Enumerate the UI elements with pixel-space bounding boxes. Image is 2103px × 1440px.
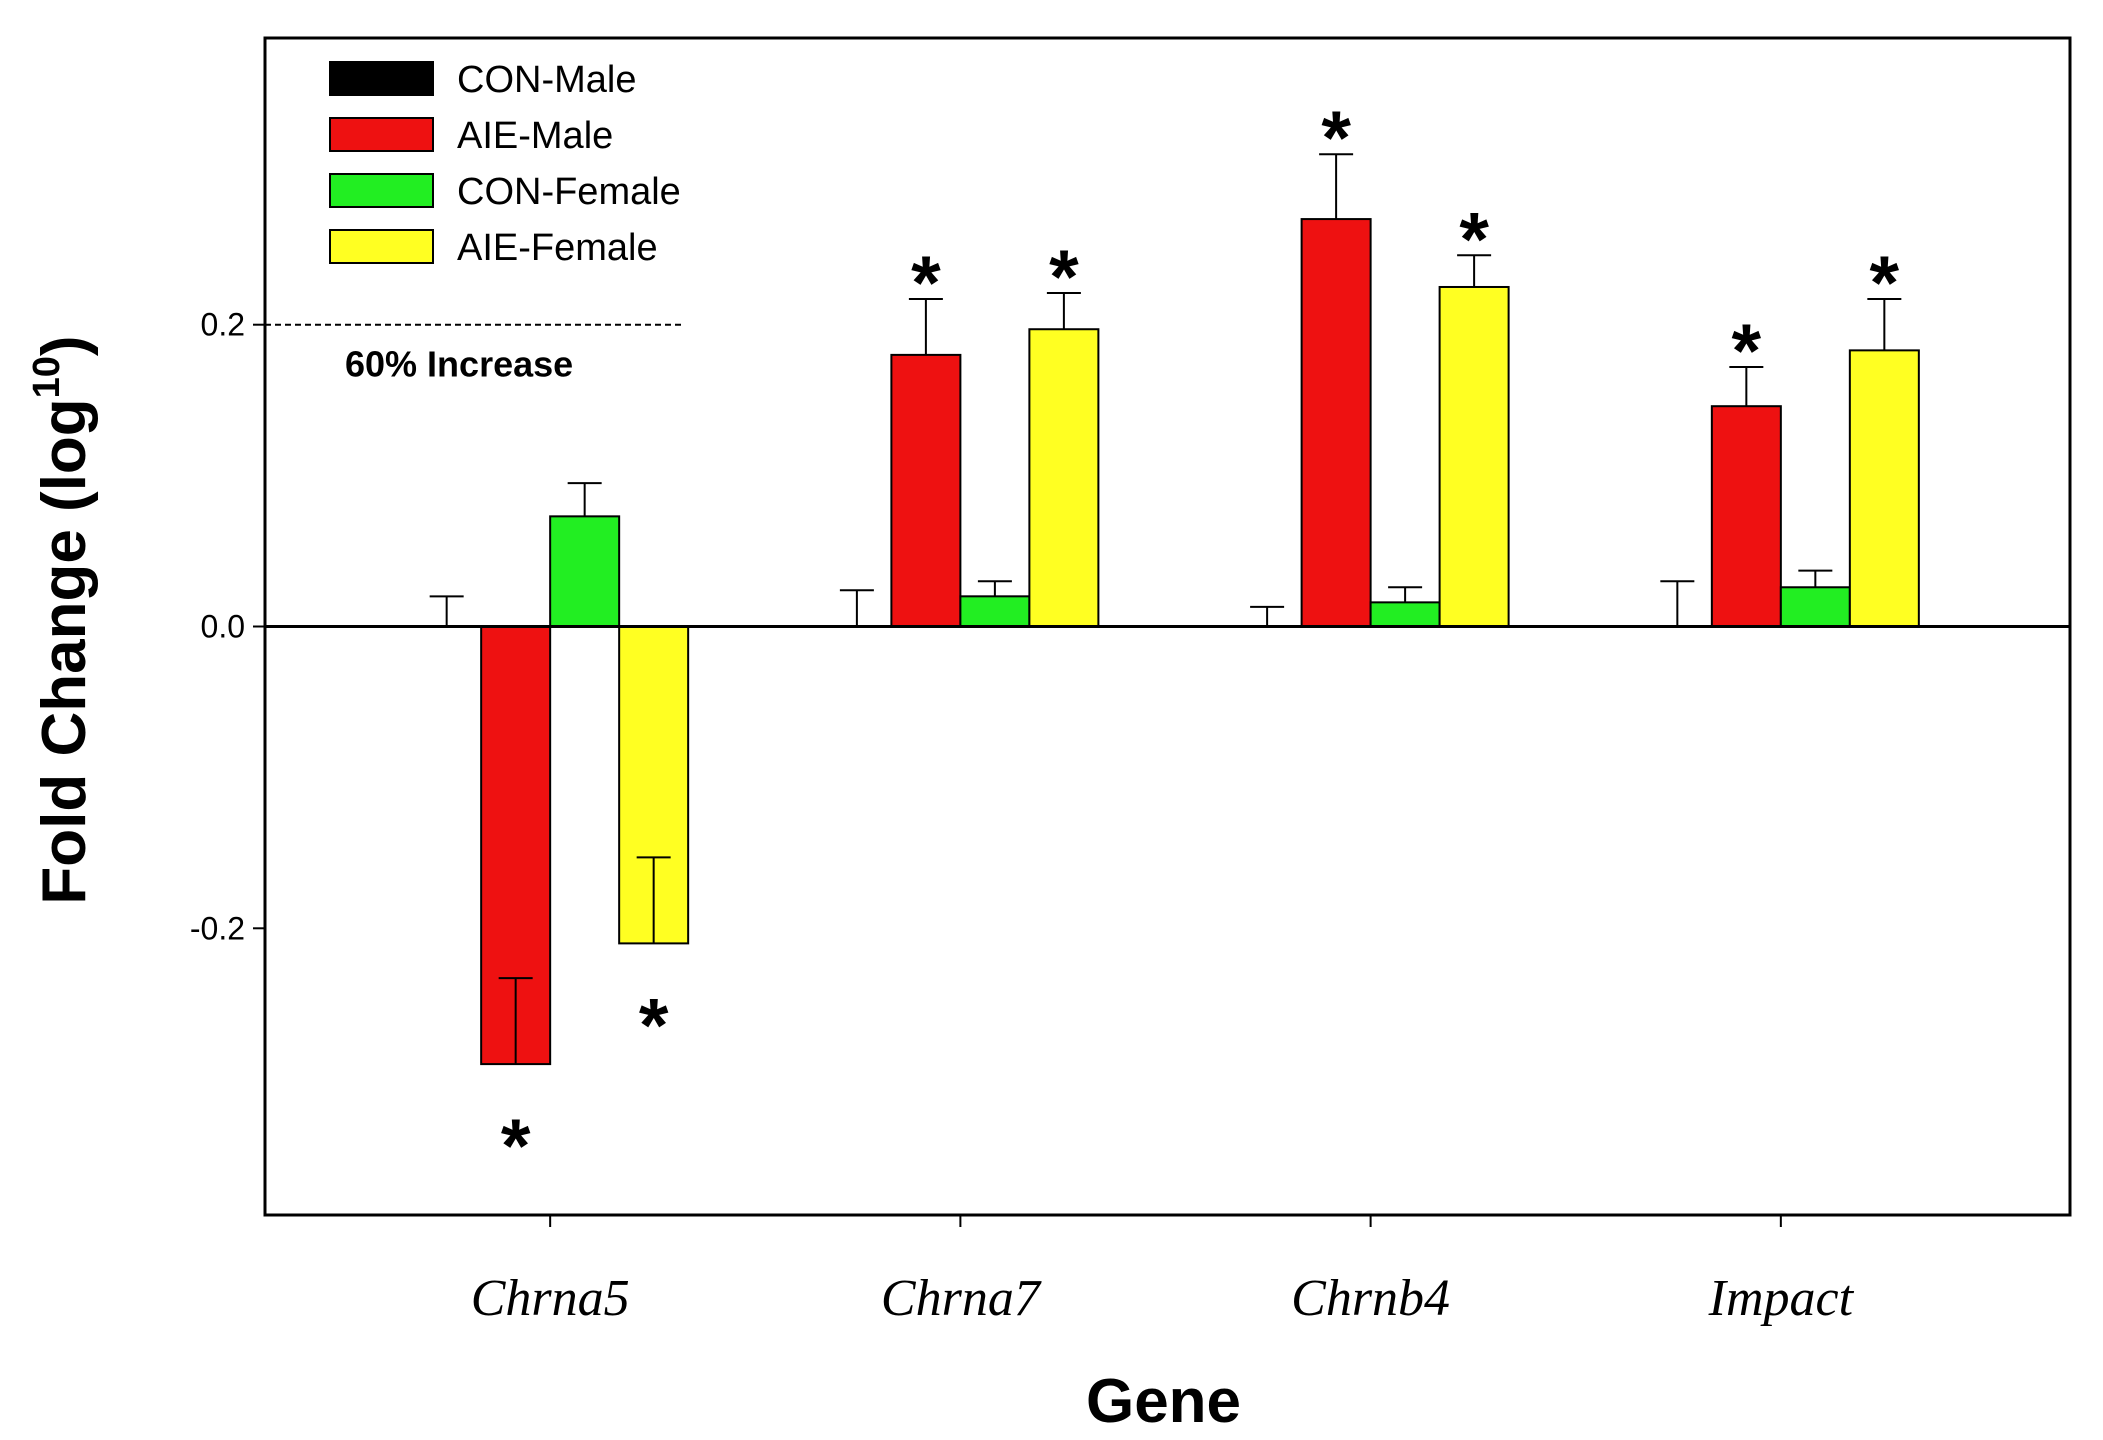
- bar-impact-aie-female: [1848, 349, 1920, 628]
- legend-label-con-male: CON-Male: [457, 59, 636, 101]
- bar-chrnb4-aie-male: [1300, 218, 1372, 628]
- y-axis-title-sup: 10: [26, 356, 68, 398]
- legend-swatch-aie-male: [329, 117, 434, 152]
- significance-star-chrna7-aie-female: *: [1049, 235, 1079, 320]
- y-tick-label: 0.0: [201, 609, 245, 645]
- legend-label-aie-male: AIE-Male: [457, 115, 613, 157]
- bar-chrna7-aie-male: [890, 353, 962, 628]
- significance-markers-layer: * * * * * * * *: [501, 96, 1900, 1189]
- significance-star-impact-aie-female: *: [1870, 241, 1900, 326]
- y-tick-label: 0.2: [201, 307, 245, 343]
- x-tick-label-chrna5: Chrna5: [471, 1270, 630, 1327]
- bars-layer: [480, 218, 1920, 1066]
- bar-chrna7-con-female: [959, 595, 1031, 628]
- y-axis-title: Fold Change (log10): [26, 335, 99, 904]
- error-bars-layer: [429, 153, 1902, 1065]
- significance-star-chrnb4-aie-male: *: [1321, 96, 1351, 181]
- x-tick-label-chrnb4: Chrnb4: [1291, 1270, 1450, 1327]
- x-axis-ticks: Chrna5 Chrna7 Chrnb4 Impact: [471, 1215, 1855, 1327]
- y-tick-label: -0.2: [190, 910, 245, 946]
- reference-line-label: 60% Increase: [345, 344, 573, 385]
- bar-impact-aie-male: [1710, 405, 1782, 628]
- legend-swatch-aie-female: [329, 229, 434, 264]
- bar-chrna5-con-female: [549, 515, 621, 628]
- legend-swatch-con-male: [329, 61, 434, 96]
- significance-star-chrnb4-aie-female: *: [1459, 197, 1489, 282]
- x-axis-title: Gene: [1086, 1367, 1241, 1436]
- legend-label-con-female: CON-Female: [457, 171, 681, 213]
- x-tick-label-chrna7: Chrna7: [881, 1270, 1042, 1327]
- significance-star-chrna7-aie-male: *: [911, 241, 941, 326]
- y-axis-title-main: Fold Change (log: [30, 398, 99, 904]
- bar-impact-con-female: [1779, 586, 1851, 628]
- y-axis-ticks: -0.2 0.0 0.2: [190, 307, 265, 946]
- bar-chrnb4-con-female: [1369, 601, 1441, 628]
- bar-chrnb4-aie-female: [1438, 285, 1510, 628]
- y-axis-title-close: ): [30, 335, 99, 356]
- legend: CON-Male AIE-Male CON-Female AIE-Female: [329, 59, 681, 269]
- significance-star-chrna5-aie-male: *: [501, 1104, 531, 1189]
- significance-star-chrna5-aie-female: *: [639, 983, 669, 1068]
- legend-swatch-con-female: [329, 173, 434, 208]
- x-tick-label-impact: Impact: [1708, 1270, 1855, 1327]
- significance-star-impact-aie-male: *: [1732, 309, 1762, 394]
- bar-chrna7-aie-female: [1028, 328, 1100, 628]
- legend-label-aie-female: AIE-Female: [457, 227, 658, 269]
